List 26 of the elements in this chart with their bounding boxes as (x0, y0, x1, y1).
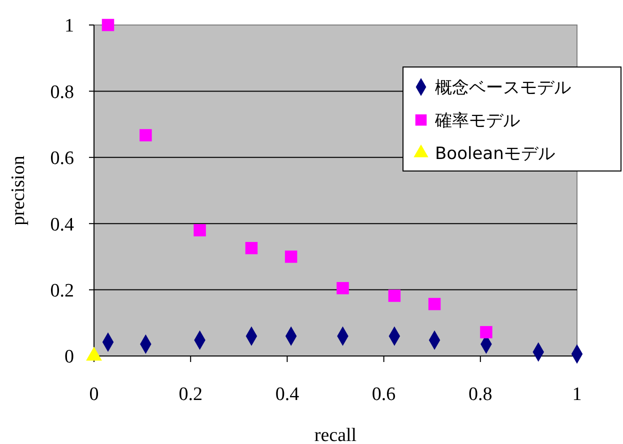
legend-label: Booleanモデル (435, 144, 555, 164)
legend-label: 概念ベースモデル (435, 78, 571, 98)
y-tick-label: 0.4 (50, 214, 74, 236)
x-tick-label: 1 (572, 384, 582, 405)
point (284, 250, 298, 263)
x-tick-label: 0 (89, 384, 99, 405)
x-tick-label: 0.6 (372, 384, 396, 405)
y-tick-label: 1 (64, 16, 74, 37)
x-tick-label: 0.2 (178, 384, 202, 405)
point (102, 18, 114, 32)
point (245, 242, 258, 254)
x-axis-title: recall (314, 425, 357, 444)
legend-label: 確率モデル (434, 110, 520, 131)
x-tick-label: 0.8 (468, 384, 492, 405)
y-axis-title: precision (8, 155, 29, 226)
point (480, 326, 492, 338)
point (388, 290, 401, 302)
point (140, 129, 152, 142)
point (194, 224, 206, 236)
y-tick-label: 0.8 (50, 82, 74, 103)
y-tick-label: 0.2 (50, 280, 74, 302)
y-tick-label: 0.6 (50, 148, 74, 170)
y-tick-label: 0 (64, 346, 74, 368)
x-tick-label: 0.4 (275, 384, 300, 405)
point (428, 298, 441, 310)
point (336, 282, 349, 294)
